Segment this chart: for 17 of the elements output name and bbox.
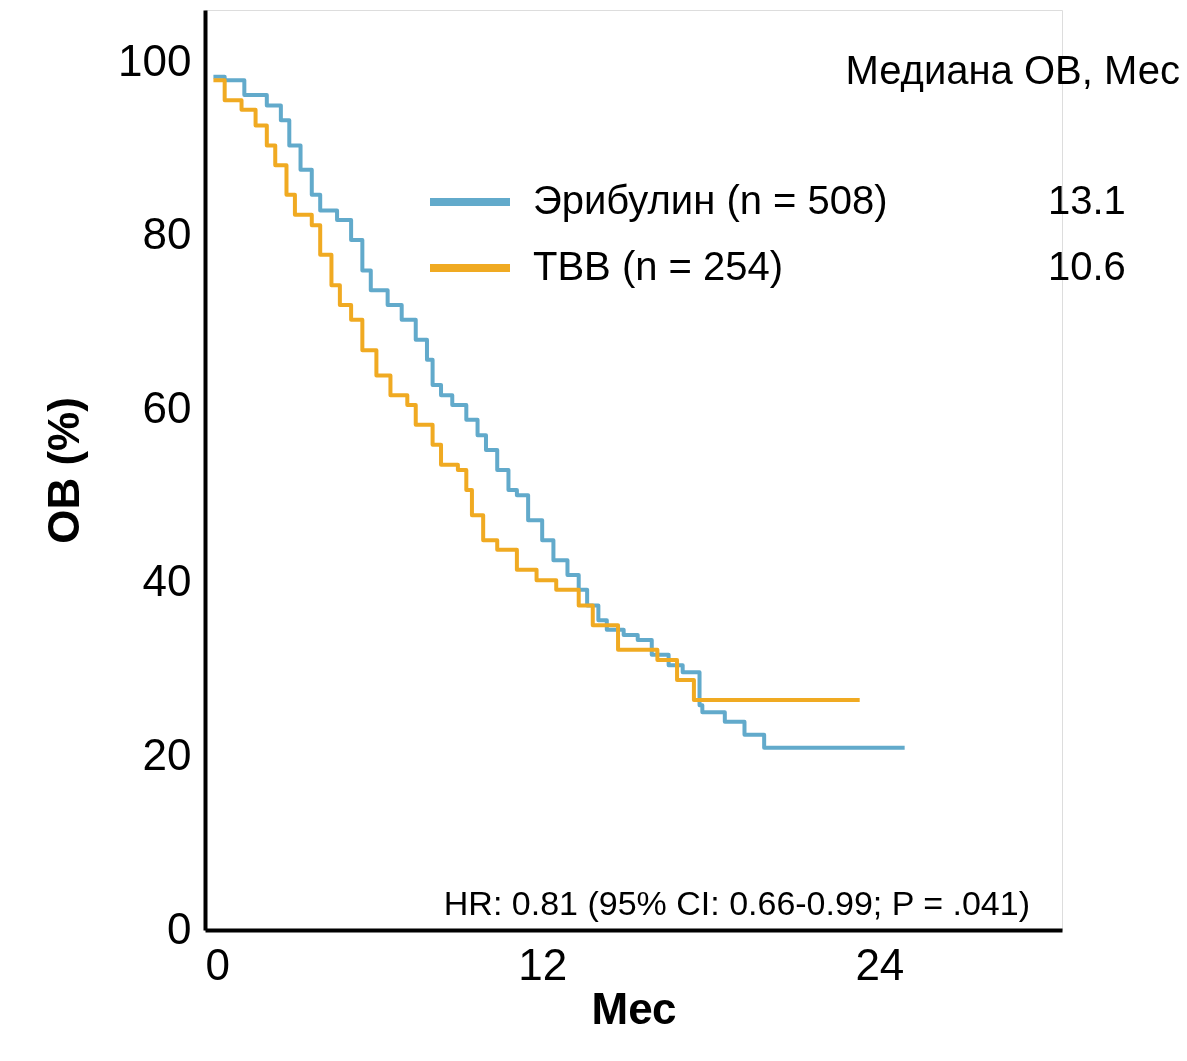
y-tick-label: 0 bbox=[167, 903, 192, 953]
x-tick-label: 12 bbox=[518, 939, 568, 989]
annotation: 10.6 bbox=[1048, 244, 1126, 288]
y-tick-label: 40 bbox=[142, 556, 192, 606]
y-axis-title: ОВ (%) bbox=[39, 397, 89, 544]
x-axis-title: Мес bbox=[591, 983, 677, 1033]
x-tick-label: 24 bbox=[855, 939, 905, 989]
x-tick-label: 0 bbox=[205, 939, 230, 989]
y-tick-label: 80 bbox=[142, 209, 192, 259]
y-tick-label: 20 bbox=[142, 729, 192, 779]
annotation: 13.1 bbox=[1048, 178, 1126, 222]
y-tick-label: 60 bbox=[142, 382, 192, 432]
legend-title: Медиана ОВ, Мес bbox=[845, 48, 1180, 92]
annotation: HR: 0.81 (95% CI: 0.66-0.99; P = .041) bbox=[443, 884, 1030, 922]
legend-label: ТВВ (n = 254) bbox=[533, 244, 784, 288]
y-tick-label: 100 bbox=[118, 35, 192, 85]
legend-label: Эрибулин (n = 508) bbox=[533, 178, 888, 222]
